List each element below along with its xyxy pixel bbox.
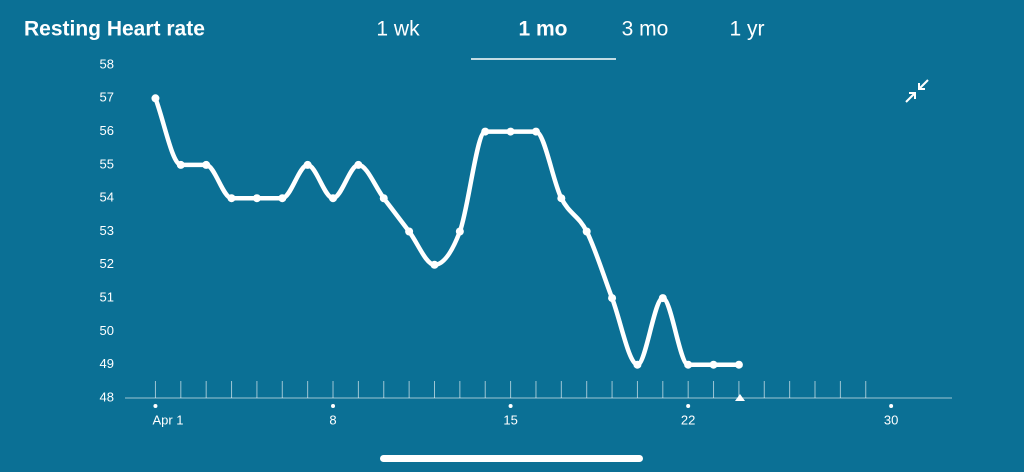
x-tick-dot: [331, 404, 336, 408]
data-point: [506, 127, 515, 136]
y-tick-label: 54: [100, 190, 114, 205]
data-point: [227, 194, 236, 203]
data-point: [379, 194, 388, 203]
y-tick-label: 50: [100, 323, 114, 338]
range-tabs: 1 wk 1 mo 3 mo 1 yr: [376, 18, 764, 41]
y-tick-label: 56: [100, 123, 114, 138]
range-tab[interactable]: 3 mo: [622, 18, 669, 41]
y-tick-label: 52: [100, 256, 114, 271]
x-tick-label: Apr 1: [152, 412, 183, 427]
data-point: [582, 227, 591, 236]
x-tick-dot: [508, 404, 513, 408]
x-tick-label: 22: [681, 412, 695, 427]
data-point: [633, 360, 642, 369]
data-point: [202, 160, 211, 169]
data-point: [734, 360, 743, 369]
data-point: [481, 127, 490, 136]
data-point: [709, 360, 718, 369]
y-tick-label: 51: [100, 290, 114, 305]
data-point: [329, 194, 338, 203]
line: [153, 96, 742, 367]
data-point: [455, 227, 464, 236]
x-tick-dot: [153, 404, 158, 408]
plot: 48 49 50 51 52 53 54 55 56 57 58 Apr 1 8 15 22 30: [100, 56, 952, 427]
x-tick-dot: [889, 404, 894, 408]
y-tick-label: 49: [100, 356, 114, 371]
data-point: [608, 294, 617, 303]
data-point: [176, 160, 185, 169]
data-point: [151, 94, 160, 103]
data-point: [252, 194, 261, 203]
data-point: [405, 227, 414, 236]
x-tick-label: 30: [884, 412, 898, 427]
range-tab[interactable]: 1 mo: [518, 18, 567, 41]
data-point: [557, 194, 566, 203]
data-point: [684, 360, 693, 369]
y-tick-label: 58: [100, 56, 114, 71]
data-point: [531, 127, 540, 136]
y-tick-label: 53: [100, 223, 114, 238]
y-tick-label: 55: [100, 156, 114, 171]
page-title: Resting Heart rate: [24, 18, 205, 41]
x-tick-dot: [686, 404, 691, 408]
data-point: [430, 260, 439, 269]
range-tab[interactable]: 1 yr: [729, 18, 764, 41]
range-tab[interactable]: 1 wk: [376, 18, 420, 41]
y-tick-label: 57: [100, 90, 114, 105]
x-tick-label: 15: [503, 412, 517, 427]
data-point: [658, 294, 667, 303]
collapse-button[interactable]: [905, 79, 929, 103]
data-point: [303, 160, 312, 169]
y-tick-label: 48: [100, 389, 114, 404]
data-point: [354, 160, 363, 169]
today-marker: [735, 394, 745, 401]
x-tick-label: 8: [329, 412, 336, 427]
data-point: [278, 194, 287, 203]
home-indicator: [380, 455, 643, 462]
